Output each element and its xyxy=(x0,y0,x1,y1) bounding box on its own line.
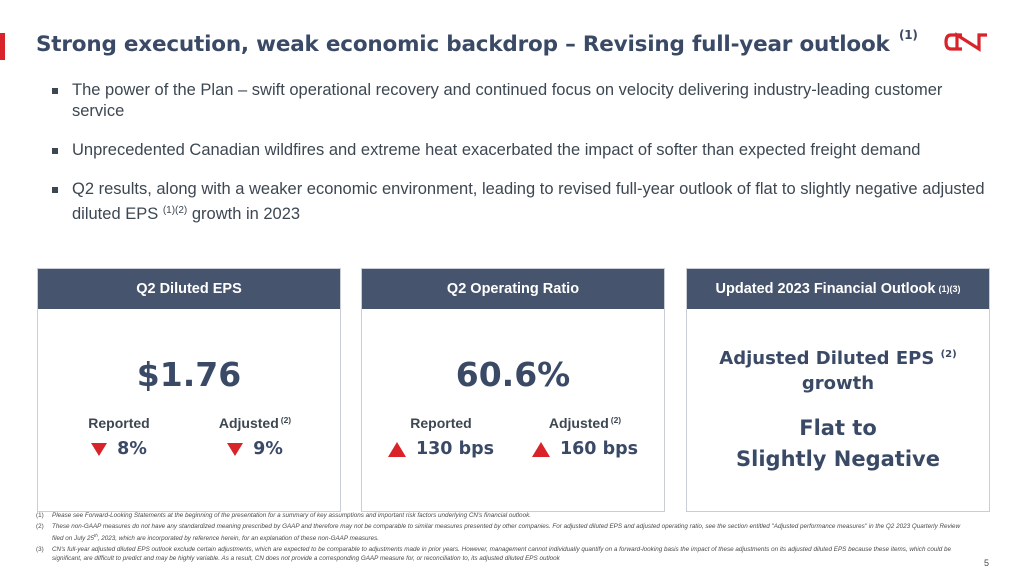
bullet-marker xyxy=(52,88,58,94)
bullet-item: The power of the Plan – swift operationa… xyxy=(50,80,990,122)
title-footnote-ref: (1) xyxy=(898,28,918,42)
up-triangle-icon xyxy=(387,441,406,457)
card-financial-outlook: Updated 2023 Financial Outlook (1)(3) Adj… xyxy=(686,268,990,512)
bullet-item: Unprecedented Canadian wildfires and ext… xyxy=(50,140,990,161)
ratio-adjusted: Adjusted (2) 160 bps xyxy=(520,415,650,459)
card-q2-diluted-eps: Q2 Diluted EPS $1.76 Reported 8% Adjuste… xyxy=(37,268,341,512)
footnote: (1) Please see Forward-Looking Statements… xyxy=(36,512,531,519)
cn-logo: CN xyxy=(944,32,987,52)
eps-reported: Reported 8% xyxy=(88,415,150,459)
slide-title: Strong execution, weak economic backdrop… xyxy=(36,28,918,58)
bullet-list: The power of the Plan – swift operationa… xyxy=(50,80,990,243)
down-triangle-icon xyxy=(91,442,108,456)
outlook-metric: Adjusted Diluted EPS (2) growth xyxy=(719,348,957,394)
operating-ratio-value: 60.6% xyxy=(455,355,571,394)
eps-value: $1.76 xyxy=(136,355,242,394)
footnotes: (1) Please see Forward-Looking Statements… xyxy=(36,512,966,566)
bullet-marker xyxy=(52,187,58,193)
title-accent-bar xyxy=(0,33,5,60)
card-q2-operating-ratio: Q2 Operating Ratio 60.6% Reported 130 bp… xyxy=(361,268,665,512)
footnote: (2) These non-GAAP measures do not have a… xyxy=(36,523,961,542)
outlook-value: Flat to Slightly Negative xyxy=(736,416,940,471)
card-header: Updated 2023 Financial Outlook (1)(3) xyxy=(687,269,989,309)
down-triangle-icon xyxy=(227,442,244,456)
ratio-reported: Reported 130 bps xyxy=(376,415,506,459)
page-number: 5 xyxy=(984,558,990,568)
bullet-marker xyxy=(52,148,58,154)
card-header: Q2 Diluted EPS xyxy=(38,269,340,309)
card-header: Q2 Operating Ratio xyxy=(362,269,664,309)
footnote: (3) CN's full-year adjusted diluted EPS o… xyxy=(36,546,952,562)
bullet-item: Q2 results, along with a weaker economic… xyxy=(50,179,990,225)
eps-adjusted: Adjusted (2) 9% xyxy=(218,415,292,459)
up-triangle-icon xyxy=(531,441,550,457)
